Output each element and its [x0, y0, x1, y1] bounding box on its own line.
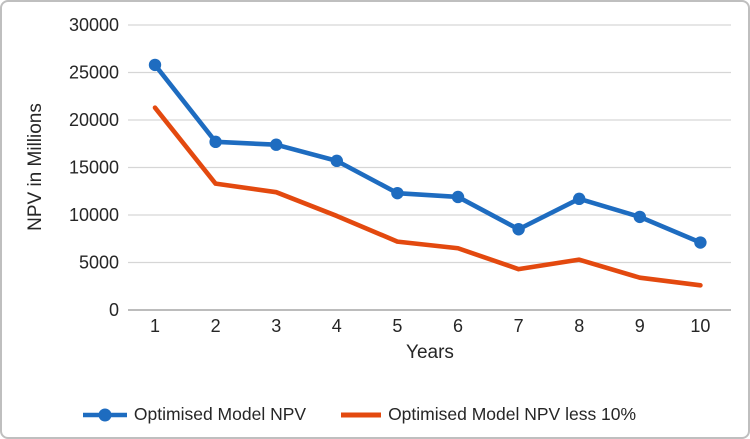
y-tick-label: 10000 [69, 205, 119, 225]
marker-point [694, 236, 707, 249]
marker-point [391, 186, 404, 200]
marker-point [209, 135, 222, 149]
marker-point [633, 210, 646, 224]
marker-point [148, 58, 162, 72]
marker-point [573, 192, 586, 206]
legend-swatch-line-icon [341, 412, 382, 417]
y-tick-label: 25000 [69, 63, 119, 83]
series-line-0 [152, 62, 703, 245]
x-tick-label: 5 [392, 316, 402, 336]
marker-point [330, 154, 343, 168]
marker-point [451, 190, 465, 204]
y-tick-label: 5000 [79, 253, 119, 273]
legend-label-optimised-npv: Optimised Model NPV [133, 404, 307, 424]
legend-item-optimised-npv: Optimised Model NPV [82, 404, 306, 425]
x-tick-label: 7 [514, 316, 524, 336]
x-axis-title: Years [406, 342, 454, 363]
y-axis-title: NPV in Millions [25, 103, 46, 231]
x-tick-label: 1 [150, 316, 160, 336]
x-tick-label: 8 [574, 316, 584, 336]
legend-item-optimised-npv-less-10: Optimised Model NPV less 10% [340, 404, 636, 425]
y-tick-label: 20000 [69, 110, 119, 130]
y-tick-label: 0 [109, 300, 119, 320]
y-tick-label: 15000 [69, 158, 119, 178]
y-tick-label: 30000 [69, 15, 119, 35]
marker-point [270, 138, 283, 151]
marker-point [512, 223, 525, 236]
x-tick-label: 2 [211, 316, 221, 336]
x-tick-label: 3 [271, 316, 281, 336]
x-tick-label: 9 [635, 316, 645, 336]
x-tick-label: 6 [453, 316, 463, 336]
legend-swatch-line-marker-icon [82, 408, 127, 421]
legend-label-optimised-npv-less-10: Optimised Model NPV less 10% [388, 404, 637, 424]
series-line-1 [152, 105, 703, 288]
x-tick-label: 10 [690, 316, 710, 336]
x-tick-label: 4 [332, 316, 342, 336]
chart-legend: Optimised Model NPV Optimised Model NPV … [2, 404, 732, 425]
